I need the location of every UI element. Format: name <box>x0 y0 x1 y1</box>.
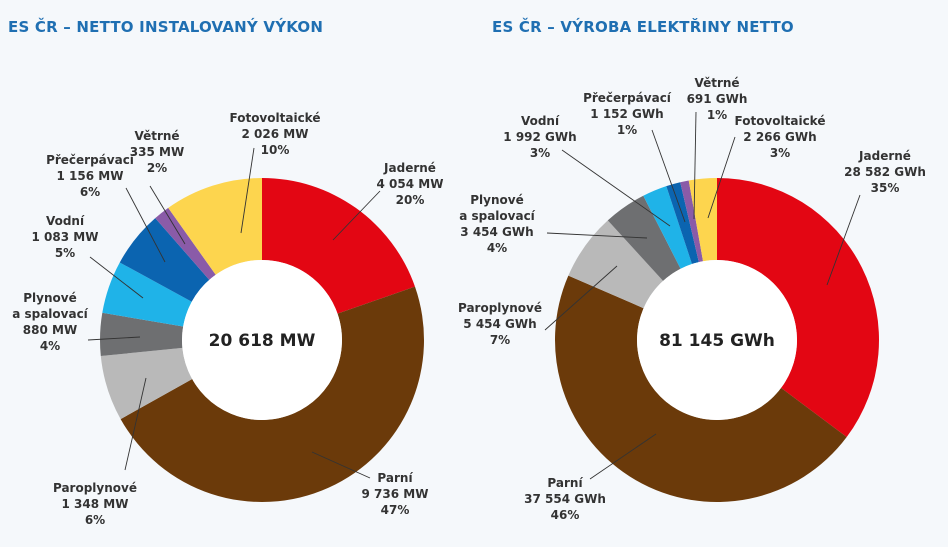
leader-line <box>561 149 671 227</box>
slice-3 <box>607 195 681 281</box>
leader-line <box>826 194 861 286</box>
leader-line <box>544 265 618 331</box>
leader-line <box>332 190 381 241</box>
slice-percent-label: 7% <box>490 333 510 347</box>
leader-line <box>124 377 147 471</box>
slice-percent-label: 3% <box>530 146 550 160</box>
slice-name-label: Větrné <box>134 129 179 143</box>
slice-value-label: 1 348 MW <box>62 497 129 511</box>
slice-percent-label: 4% <box>487 241 507 255</box>
chart-title-installed-capacity: ES ČR – NETTO INSTALOVANÝ VÝKON <box>8 18 324 36</box>
slice-5 <box>666 182 699 265</box>
slice-percent-label: 6% <box>80 185 100 199</box>
slice-value-label: 28 582 GWh <box>844 165 926 179</box>
slice-name-label: Plynové <box>23 291 76 305</box>
leader-line <box>125 187 166 263</box>
leader-line <box>89 256 144 299</box>
slice-value-label: 335 MW <box>130 145 184 159</box>
slice-1 <box>555 275 847 502</box>
slice-2 <box>100 347 193 420</box>
slice-name-label: Paroplynové <box>458 301 542 315</box>
slice-value-label: 2 026 MW <box>242 127 309 141</box>
slice-percent-label: 10% <box>261 143 290 157</box>
slice-name-label: Parní <box>547 476 583 490</box>
slice-percent-label: 3% <box>770 146 790 160</box>
slice-name-label: Fotovoltaické <box>230 111 321 125</box>
slice-0 <box>262 178 415 314</box>
leader-line <box>546 232 648 239</box>
slice-name-label: Parní <box>377 471 413 485</box>
donut-chart-0: 20 618 MW Jaderné 4 054 MW 20% Parní 9 736 MW… <box>12 111 443 527</box>
slice-percent-label: 4% <box>40 339 60 353</box>
slice-1 <box>120 286 425 503</box>
center-total-label: 20 618 MW <box>209 331 316 351</box>
slice-0 <box>717 178 879 438</box>
slice-percent-label: 35% <box>871 181 900 195</box>
donut-hole <box>637 260 797 420</box>
slice-value-label: 4 054 MW <box>377 177 444 191</box>
slice-6 <box>155 207 216 280</box>
slice-name-label: Přečerpávací <box>46 153 135 167</box>
leader-line <box>87 336 141 341</box>
slice-3 <box>100 312 184 357</box>
slice-name-label: Fotovoltaické <box>735 114 826 128</box>
slice-name-label: Vodní <box>46 214 85 228</box>
slice-value-label: 3 454 GWh <box>460 225 533 239</box>
slice-value-label: 37 554 GWh <box>524 492 606 506</box>
slice-value-label: 691 GWh <box>687 92 748 106</box>
chart-title-electricity-production: ES ČR – VÝROBA ELEKTŘINY NETTO <box>492 18 794 36</box>
slice-percent-label: 5% <box>55 246 75 260</box>
slice-name-label: Plynové <box>470 193 523 207</box>
slice-7 <box>168 178 262 275</box>
slice-percent-label: 46% <box>551 508 580 522</box>
slice-4 <box>102 262 192 327</box>
donut-chart-1: 81 145 GWh Jaderné 28 582 GWh 35% Parní 37 55… <box>458 76 926 522</box>
slice-name-label: Vodní <box>521 114 560 128</box>
slice-percent-label: 1% <box>617 123 637 137</box>
slice-percent-label: 20% <box>396 193 425 207</box>
leader-line <box>311 451 371 479</box>
slice-value-label: 2 266 GWh <box>743 130 816 144</box>
slice-percent-label: 2% <box>147 161 167 175</box>
slice-name-label: Jaderné <box>858 149 911 163</box>
donut-hole <box>182 260 342 420</box>
center-total-label: 81 145 GWh <box>659 331 775 351</box>
slice-value-label: 1 156 MW <box>57 169 124 183</box>
slice-value-label: 1 992 GWh <box>503 130 576 144</box>
slice-2 <box>568 220 664 309</box>
leader-line <box>651 129 686 223</box>
slice-4 <box>643 186 692 269</box>
slice-percent-label: 6% <box>85 513 105 527</box>
slice-name-label: Paroplynové <box>53 481 137 495</box>
slice-name-label: a spalovací <box>459 209 535 223</box>
leader-line <box>240 147 255 234</box>
slice-name-label: Větrné <box>694 76 739 90</box>
leader-line <box>149 185 186 245</box>
slice-percent-label: 47% <box>381 503 410 517</box>
slice-5 <box>119 218 210 302</box>
leader-line <box>693 111 697 220</box>
slice-percent-label: 1% <box>707 108 727 122</box>
leader-line <box>707 136 736 219</box>
slice-value-label: 1 152 GWh <box>590 107 663 121</box>
slice-name-label: a spalovací <box>12 307 88 321</box>
slice-value-label: 880 MW <box>23 323 77 337</box>
leader-line <box>589 433 657 480</box>
slice-7 <box>688 178 717 262</box>
slice-value-label: 5 454 GWh <box>463 317 536 331</box>
slice-name-label: Jaderné <box>383 161 436 175</box>
slice-6 <box>680 180 704 263</box>
slice-value-label: 9 736 MW <box>362 487 429 501</box>
slice-name-label: Přečerpávací <box>583 91 672 105</box>
slice-value-label: 1 083 MW <box>32 230 99 244</box>
